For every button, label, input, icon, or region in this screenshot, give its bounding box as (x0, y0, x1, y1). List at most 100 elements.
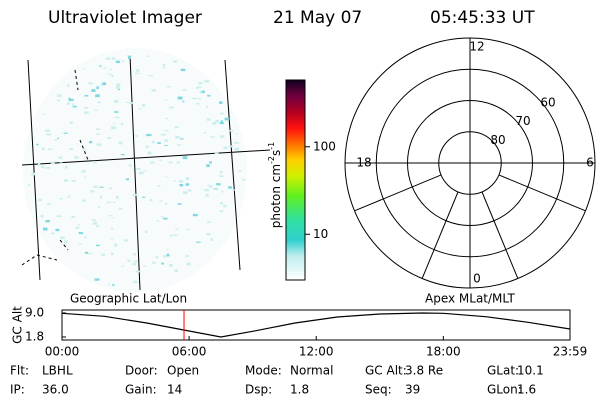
speckle (197, 98, 202, 100)
y-axis-label: GC Alt (11, 306, 25, 344)
speckle (234, 141, 239, 144)
speckle (198, 82, 203, 85)
speckle (115, 60, 120, 64)
speckle (41, 165, 45, 169)
speckle (203, 132, 207, 134)
polar-plot: 60 70 80 0 6 12 18 (344, 37, 596, 289)
speckle (196, 241, 201, 243)
speckle (118, 141, 123, 145)
speckle (232, 189, 235, 191)
speckle (96, 133, 100, 135)
x-tick-label: 06:00 (172, 345, 207, 359)
uv-image (21, 48, 271, 292)
speckle (121, 153, 125, 156)
speckle (173, 60, 178, 63)
polar-spoke (421, 191, 459, 279)
orbit-plot: Geographic Lat/Lon Apex MLat/MLT GC Alt 9.0… (11, 292, 588, 359)
speckle (84, 94, 89, 97)
speckle (82, 199, 86, 202)
speckle (216, 183, 221, 186)
speckle (94, 278, 100, 281)
speckle (135, 72, 140, 74)
speckle (164, 202, 168, 205)
speckle (110, 238, 114, 240)
speckle (207, 94, 211, 97)
speckle (127, 259, 131, 263)
speckle (219, 170, 223, 174)
speckle (82, 68, 85, 70)
speckle (125, 178, 130, 181)
speckle (99, 65, 102, 67)
speckle (114, 243, 118, 247)
speckle (108, 215, 113, 217)
speckle (47, 148, 53, 151)
speckle (213, 188, 219, 190)
speckle (69, 98, 74, 102)
speckle (148, 75, 154, 77)
speckle (94, 109, 99, 111)
speckle (45, 129, 50, 132)
speckle (132, 280, 138, 284)
speckle (166, 248, 169, 250)
speckle (102, 67, 107, 69)
speckle (68, 97, 71, 101)
speckle (224, 117, 230, 121)
speckle (200, 90, 205, 94)
speckle (191, 97, 197, 100)
lat-label: 70 (515, 114, 530, 128)
speckle (159, 200, 163, 202)
speckle (116, 83, 121, 87)
speckle (166, 86, 171, 88)
speckle (98, 206, 101, 209)
speckle (83, 176, 87, 178)
x-tick-label: 00:00 (45, 345, 80, 359)
speckle (151, 261, 156, 264)
speckle (105, 57, 111, 60)
speckle (92, 160, 97, 164)
speckle (228, 186, 232, 189)
speckle (179, 138, 184, 140)
speckle (107, 136, 111, 140)
speckle (182, 89, 187, 91)
speckle (58, 156, 63, 159)
info-value: 1.8 (290, 383, 309, 397)
speckle (212, 121, 217, 125)
speckle (28, 184, 31, 187)
speckle (135, 69, 140, 72)
speckle (102, 82, 107, 86)
info-value: Normal (290, 364, 333, 378)
speckle (242, 178, 245, 181)
speckle (67, 84, 70, 87)
speckle (151, 89, 156, 92)
speckle (151, 140, 155, 144)
speckle (176, 161, 181, 164)
speckle (139, 171, 144, 175)
unit: photon cm (269, 164, 283, 228)
speckle (178, 180, 184, 183)
speckle (138, 108, 141, 110)
speckle (220, 190, 224, 193)
speckle (84, 107, 88, 109)
speckle (162, 66, 165, 69)
speckle (179, 184, 184, 187)
speckle (219, 201, 224, 205)
colorbar-tick-label: 100 (313, 139, 336, 153)
speckle (88, 82, 93, 85)
speckle (60, 236, 65, 239)
speckle (113, 122, 116, 124)
speckle (56, 215, 61, 218)
speckle (228, 129, 234, 132)
speckle (192, 213, 198, 217)
speckle (120, 123, 124, 126)
unit-exp: -2 (267, 156, 276, 164)
speckle (163, 217, 168, 220)
speckle (161, 262, 164, 265)
speckle (101, 253, 105, 256)
plot-frame (61, 309, 571, 341)
speckle (235, 133, 238, 135)
speckle (145, 145, 149, 148)
speckle (45, 219, 50, 223)
info-value: 1.6 (517, 383, 536, 397)
speckle (146, 134, 152, 137)
